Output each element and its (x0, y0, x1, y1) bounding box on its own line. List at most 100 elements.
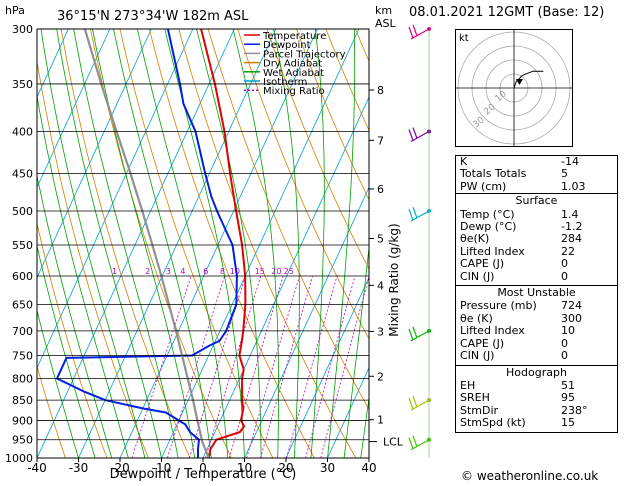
most-unstable-section: Most Unstable Pressure (mb) 724 θe (K) 300… (456, 285, 617, 364)
isotherm-line (37, 29, 152, 279)
mixing-ratio-line (260, 275, 313, 458)
km-tick-label: 4 (377, 279, 384, 292)
mixing-ratio-line (131, 275, 192, 458)
isotherm-line (78, 29, 277, 458)
km-tick-label: 1 (377, 414, 384, 427)
wet-adiabat-line (56, 29, 162, 458)
mixing-ratio-label: 4 (180, 267, 185, 276)
mixing-ratio-line (246, 275, 300, 458)
wind-barb-flag (408, 129, 414, 141)
mixing-ratio-axis-label: Mixing Ratio (g/kg) (387, 223, 401, 336)
mixing-ratio-label: 15 (255, 267, 265, 276)
x-tick-label: -10 (152, 461, 172, 475)
mixing-ratio-label: 25 (284, 267, 294, 276)
mixing-ratio-line (205, 275, 262, 458)
wind-barb-shaft (410, 130, 430, 143)
pressure-tick-label: 700 (12, 325, 33, 338)
hodograph-trace (513, 70, 544, 89)
dry-adiabat-line (296, 29, 369, 201)
wind-barb-flag (408, 328, 414, 341)
wind-barb-shaft (410, 330, 430, 342)
pressure-tick-label: 500 (12, 205, 33, 218)
dry-adiabat-line (37, 364, 66, 458)
mixing-ratio-line (320, 275, 369, 458)
hodograph-section: Hodograph EH 51 SREH 95 StmDir 238° StmSpd … (456, 364, 617, 432)
wind-barb-flag (408, 437, 414, 449)
wind-barb-shaft (410, 439, 430, 451)
isotherm-line (161, 29, 360, 458)
pressure-tick-label: 900 (12, 414, 33, 427)
km-tick-label: 5 (377, 232, 384, 245)
pressure-tick-label: 400 (12, 126, 33, 139)
index-row-k: K -14 (460, 155, 579, 168)
axis-labels: 3003504004505005506006507007508008509009… (5, 23, 404, 475)
x-tick-label: -20 (110, 461, 130, 475)
pressure-tick-label: 600 (12, 270, 33, 283)
legend-label: Temperature (262, 31, 326, 42)
pressure-tick-label: 750 (12, 349, 33, 362)
x-tick-label: 40 (361, 461, 376, 475)
wind-barb-flag (408, 208, 414, 221)
wind-barb-shaft (410, 28, 430, 40)
isotherm-line (37, 29, 111, 189)
isotherm-line (327, 366, 369, 458)
isotherm-line (37, 29, 235, 458)
pressure-tick-label: 800 (12, 372, 33, 385)
wet-adiabat-line (360, 395, 369, 458)
wind-barbs (408, 24, 431, 458)
legend-label: Wet Adiabat (263, 68, 324, 79)
date-title: 08.01.2021 12GMT (Base: 12) (409, 5, 605, 20)
dry-adiabat-line (620, 29, 629, 458)
x-tick-label: -40 (27, 461, 47, 475)
isotherm-line (285, 276, 369, 458)
pressure-tick-label: 350 (12, 78, 33, 91)
asl-label: ASL (375, 17, 397, 30)
mixing-ratio-label: 6 (203, 267, 208, 276)
hodograph-row: StmSpd (kt) 15 (460, 416, 575, 430)
x-tick-label: 0 (199, 461, 207, 475)
wind-barb-flag (412, 326, 418, 339)
surface-row: CAPE (J) 0 (460, 257, 568, 271)
most-unstable-row: θe (K) 300 (460, 311, 582, 325)
mixing-ratio-label: 20 (271, 267, 281, 276)
isotherm-line (37, 29, 194, 369)
km-label: km (375, 4, 392, 17)
isotherm-line (37, 29, 69, 99)
surface-section: Surface Temp (°C) 1.4 Dewp (°C) -1.2 θe(K)… (456, 193, 617, 285)
most-unstable-title: Most Unstable (497, 286, 576, 300)
pressure-tick-label: 1000 (5, 452, 33, 465)
x-axis-label: Dewpoint / Temperature (°C) (110, 467, 297, 482)
index-row-totals: Totals Totals 5 (460, 167, 568, 181)
hodograph-title: Hodograph (506, 365, 567, 379)
mixing-ratio-label: 8 (220, 267, 225, 276)
wind-barb-flag (412, 24, 418, 37)
hpa-label: hPa (5, 4, 25, 17)
mixing-ratio-label: 1 (112, 267, 117, 276)
most-unstable-row: Lifted Index 10 (460, 324, 575, 338)
surface-row: CIN (J) 0 (460, 269, 568, 283)
legend-label: Dry Adiabat (263, 59, 322, 70)
pressure-tick-label: 550 (12, 239, 33, 252)
mixing-ratio-line (286, 275, 338, 458)
hodograph-unit-label: kt (459, 33, 469, 44)
surface-title: Surface (515, 194, 558, 208)
copyright: © weatheronline.co.uk (461, 469, 599, 483)
km-tick-label: 6 (377, 183, 384, 196)
km-tick-label: 8 (377, 84, 384, 97)
wet-adiabat-line (113, 29, 212, 458)
mixing-ratio-label: 10 (230, 267, 240, 276)
storm-motion-marker (516, 79, 523, 85)
surface-row: Temp (°C) 1.4 (460, 207, 579, 221)
indices-panel: K -14 Totals Totals 5 PW (cm) 1.03 Surface … (455, 155, 618, 433)
isotherm-line (119, 29, 318, 458)
isotherm-line (202, 96, 369, 458)
wind-barb-shaft (410, 399, 430, 411)
legend-label: Dewpoint (263, 40, 311, 51)
location-title: 36°15'N 273°34'W 182m ASL (57, 9, 249, 24)
x-tick-label: 10 (237, 461, 252, 475)
hodograph-row: StmDir 238° (460, 403, 588, 417)
mixing-ratio-label: 2 (145, 267, 150, 276)
pressure-tick-label: 650 (12, 299, 33, 312)
